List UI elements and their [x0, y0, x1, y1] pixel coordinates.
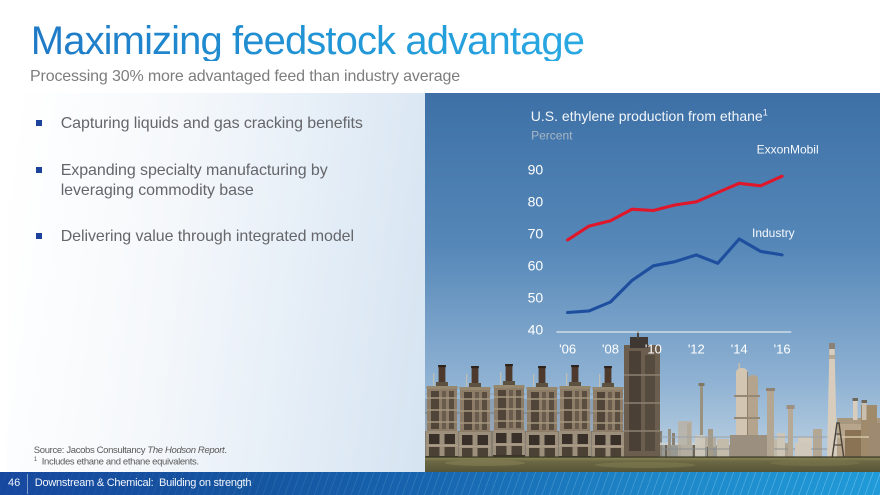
svg-text:'06: '06: [559, 341, 576, 356]
svg-text:'16: '16: [774, 341, 791, 356]
svg-text:60: 60: [528, 257, 544, 273]
svg-text:50: 50: [528, 289, 544, 305]
svg-text:'14: '14: [731, 341, 748, 356]
svg-text:90: 90: [528, 161, 544, 177]
svg-text:'10: '10: [645, 341, 662, 356]
svg-text:'12: '12: [688, 341, 705, 356]
svg-text:80: 80: [528, 193, 544, 209]
svg-text:Industry: Industry: [752, 226, 795, 240]
svg-text:U.S. ethylene production from: U.S. ethylene production from ethane1: [531, 108, 768, 125]
svg-text:70: 70: [528, 225, 544, 241]
svg-text:ExxonMobil: ExxonMobil: [757, 143, 819, 157]
svg-text:Percent: Percent: [531, 129, 573, 143]
svg-text:'08: '08: [602, 341, 619, 356]
svg-text:40: 40: [528, 321, 544, 337]
